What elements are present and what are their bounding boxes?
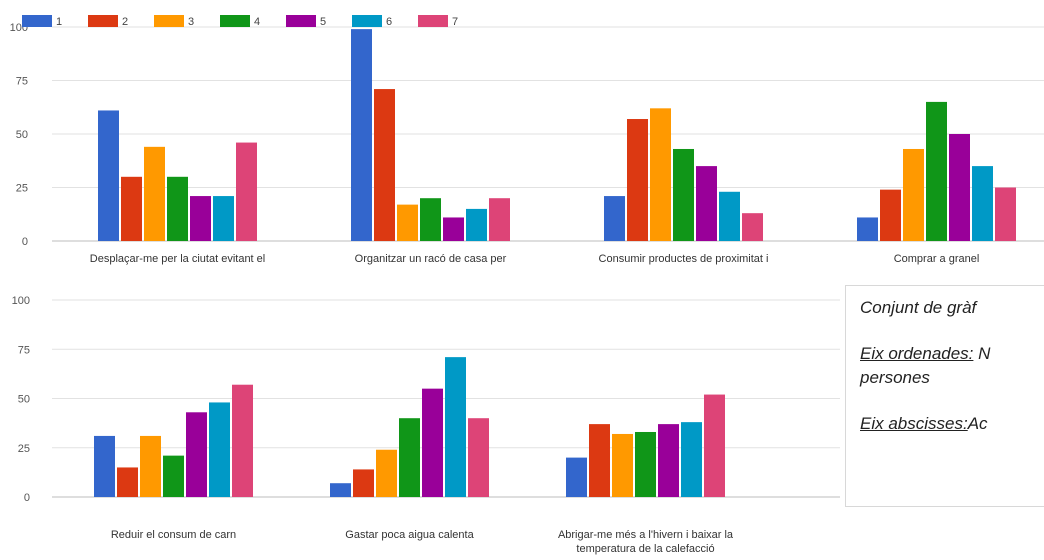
- bar: [209, 402, 230, 497]
- bar: [351, 29, 372, 241]
- bar: [468, 418, 489, 497]
- category-label: Comprar a granel: [894, 253, 980, 265]
- legend-swatch: [418, 15, 448, 27]
- bar: [374, 89, 395, 241]
- category-label: Reduir el consum de carn: [111, 529, 236, 541]
- bar: [926, 101, 947, 242]
- y-tick-label: 0: [22, 236, 28, 248]
- y-tick-label: 50: [16, 129, 28, 141]
- y-tick-label: 75: [16, 76, 28, 88]
- bar: [612, 433, 633, 497]
- caption-y-axis-cont: persones: [860, 368, 930, 387]
- bar: [236, 142, 257, 241]
- y-tick-label: 100: [12, 295, 30, 307]
- bar: [117, 467, 138, 497]
- bar: [566, 457, 587, 497]
- bar: [140, 435, 161, 497]
- bar: [98, 110, 119, 242]
- bar: [650, 108, 671, 241]
- category-label: Organitzar un racó de casa per: [355, 253, 507, 265]
- x-axis-caption-label: Eix abscisses:: [860, 414, 968, 433]
- legend-label: 3: [188, 16, 194, 28]
- legend-swatch: [154, 15, 184, 27]
- bar: [696, 166, 717, 241]
- bar: [213, 196, 234, 241]
- legend-swatch: [286, 15, 316, 27]
- chart-2: 0 25 50 75 100 Reduir el consum de carn Gastar…: [12, 295, 840, 555]
- legend-label: 4: [254, 16, 260, 28]
- bar: [445, 357, 466, 497]
- bar: [144, 146, 165, 241]
- legend-label: 6: [386, 16, 392, 28]
- y-axis-caption-text: N: [973, 344, 991, 363]
- y-tick-label: 75: [18, 344, 30, 356]
- bar: [995, 187, 1016, 241]
- y-tick-label: 50: [18, 394, 30, 406]
- bar: [376, 449, 397, 497]
- bar: [121, 176, 142, 241]
- bar: [190, 196, 211, 241]
- bar: [167, 176, 188, 241]
- category-label: temperatura de la calefacció: [576, 543, 714, 555]
- bar: [422, 388, 443, 497]
- y-tick-label: 25: [18, 443, 30, 455]
- legend-label: 7: [452, 16, 458, 28]
- bar: [163, 455, 184, 497]
- bar: [972, 166, 993, 241]
- bar: [635, 431, 656, 497]
- category-label: Gastar poca aigua calenta: [345, 529, 474, 541]
- bar: [880, 189, 901, 241]
- legend-swatch: [88, 15, 118, 27]
- bar: [627, 119, 648, 241]
- y-axis-caption-label: Eix ordenades:: [860, 344, 974, 363]
- legend-swatch: [220, 15, 250, 27]
- bar: [704, 394, 725, 497]
- bar: [949, 134, 970, 241]
- bar: [399, 418, 420, 497]
- legend-label: 5: [320, 16, 326, 28]
- bar: [397, 204, 418, 241]
- caption-x-axis: Eix abscisses:Ac: [860, 412, 1044, 436]
- bar: [443, 217, 464, 241]
- caption-title: Conjunt de gràf: [860, 298, 977, 317]
- bar: [589, 424, 610, 497]
- legend-swatch: [22, 15, 52, 27]
- legend-label: 1: [56, 16, 62, 28]
- bar: [719, 191, 740, 241]
- bar: [857, 217, 878, 241]
- x-axis-caption-text: Ac: [967, 414, 988, 433]
- category-label: Abrigar-me més a l'hivern i baixar la: [558, 529, 734, 541]
- bar: [353, 469, 374, 497]
- bar: [466, 208, 487, 241]
- legend-label: 2: [122, 16, 128, 28]
- caption-box: Conjunt de gràf Eix ordenades: N persone…: [845, 285, 1044, 507]
- bar: [330, 483, 351, 497]
- y-tick-label: 0: [24, 492, 30, 504]
- bar: [658, 424, 679, 497]
- bar: [903, 148, 924, 241]
- bar: [681, 422, 702, 497]
- bar: [94, 435, 115, 497]
- bar: [489, 198, 510, 241]
- category-label: Desplaçar-me per la ciutat evitant el: [90, 253, 265, 265]
- bar: [604, 196, 625, 241]
- bar: [420, 198, 441, 241]
- bar: [742, 213, 763, 241]
- category-label: Consumir productes de proximitat i: [599, 253, 769, 265]
- bar: [673, 148, 694, 241]
- legend: 1 2 3 4 5 6 7: [22, 15, 458, 28]
- legend-swatch: [352, 15, 382, 27]
- y-tick-label: 25: [16, 183, 28, 195]
- bar: [186, 412, 207, 497]
- bar: [232, 384, 253, 497]
- caption-y-axis: Eix ordenades: N: [860, 342, 1044, 366]
